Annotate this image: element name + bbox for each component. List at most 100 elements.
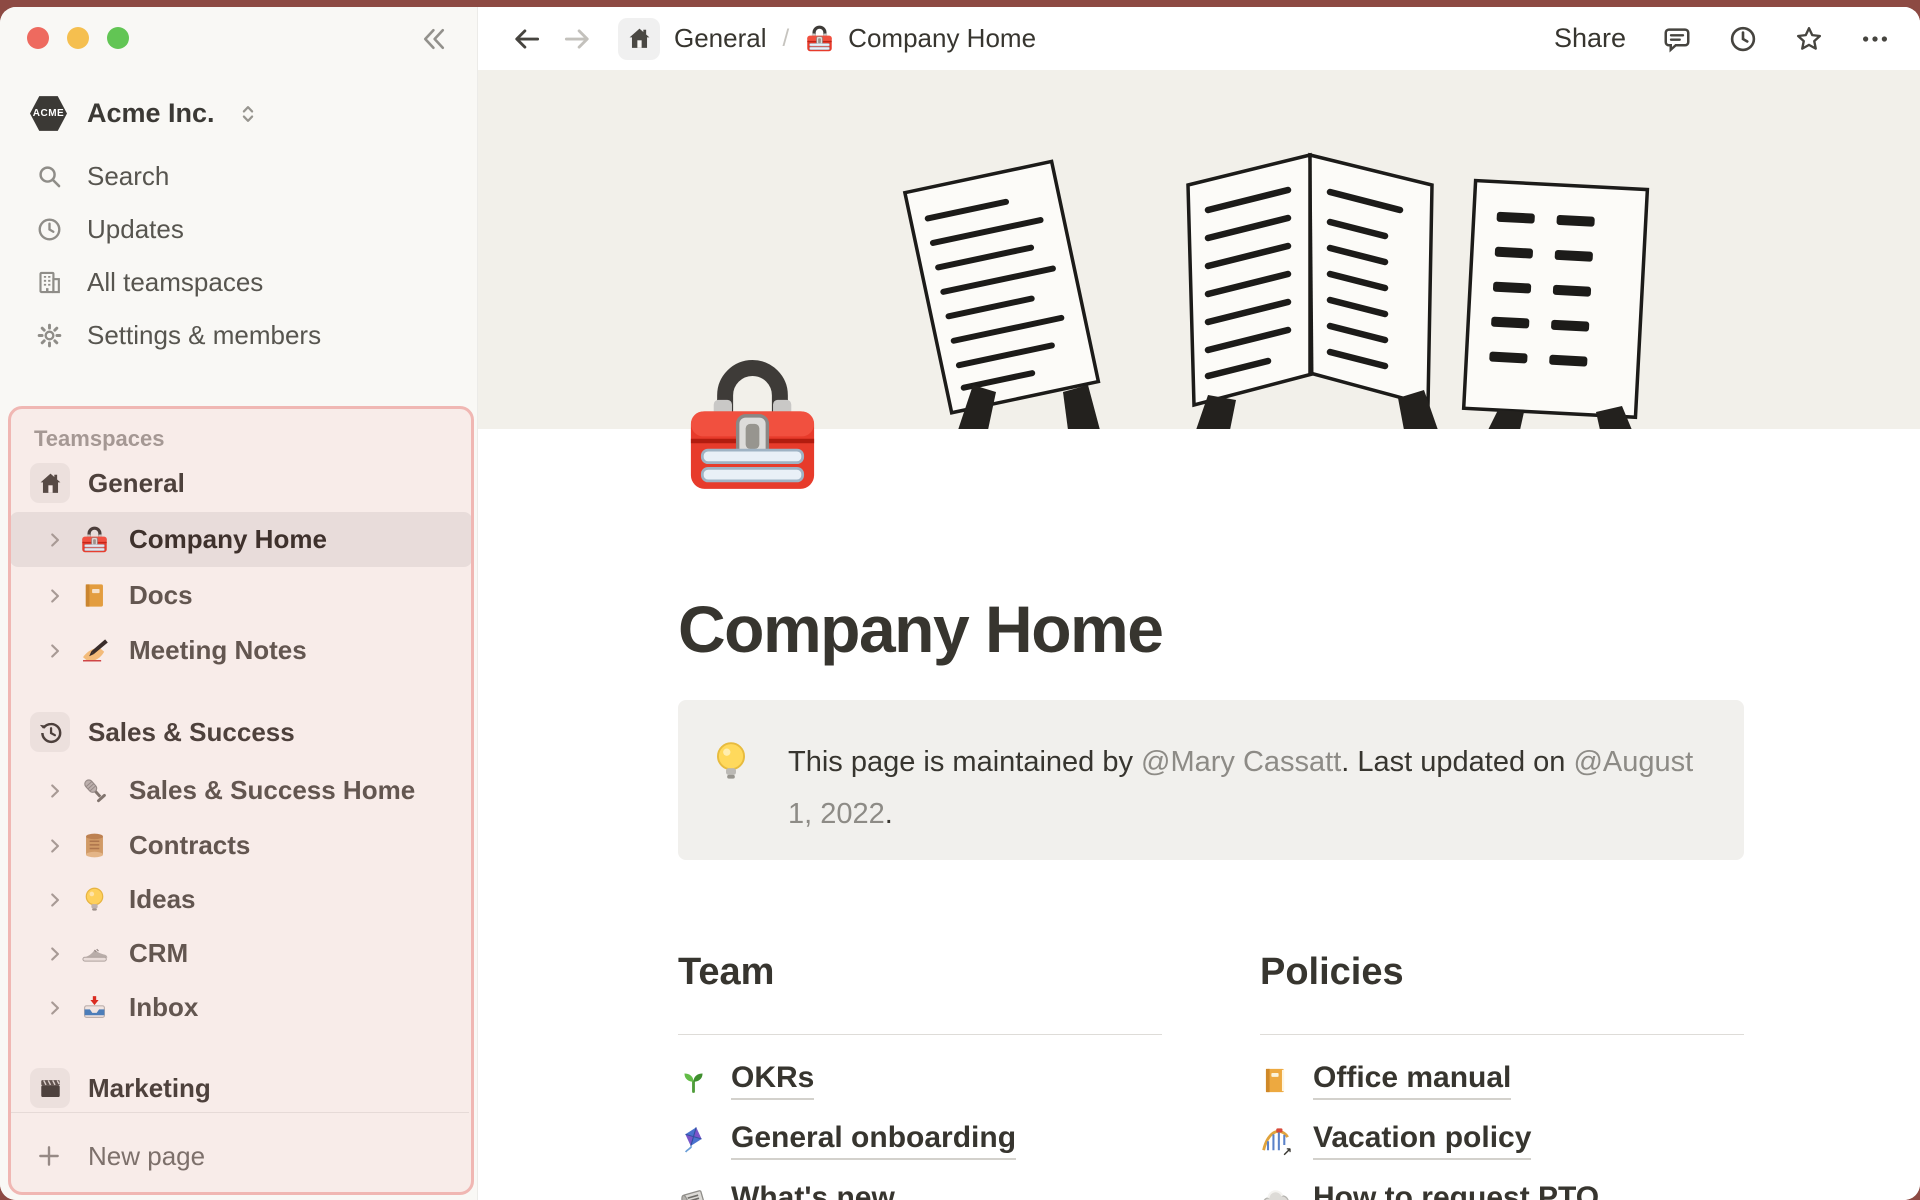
gear-icon (36, 322, 63, 349)
sidebar-page-crm[interactable]: CRM (10, 926, 472, 981)
chevron-right-icon[interactable] (44, 889, 66, 911)
sidebar-page-ideas[interactable]: Ideas (10, 872, 472, 927)
column-heading[interactable]: Policies (1260, 951, 1404, 993)
divider (678, 1034, 1162, 1035)
comment-icon[interactable] (1662, 24, 1692, 54)
chevron-right-icon[interactable] (44, 997, 66, 1019)
star-favorite-icon[interactable] (1794, 24, 1824, 54)
chevron-right-icon[interactable] (44, 585, 66, 607)
lightbulb-icon (80, 885, 109, 914)
search-icon (36, 163, 63, 190)
more-options-icon[interactable] (1860, 24, 1890, 54)
sidebar-collapse-icon[interactable] (419, 24, 449, 54)
chevron-updown-icon (237, 103, 259, 125)
page-title[interactable]: Company Home (678, 592, 1164, 666)
kite-icon (678, 1125, 709, 1156)
sidebar-item-label: Settings & members (87, 320, 322, 350)
page-label: Docs (129, 580, 193, 610)
page-cover-image[interactable] (478, 70, 1920, 429)
page-link-label: General onboarding (731, 1121, 1017, 1160)
callout-plain-text: . (884, 798, 893, 830)
page-icon-toolbox[interactable] (676, 352, 829, 498)
lightbulb-icon (708, 738, 754, 784)
page-label: Sales & Success Home (129, 775, 416, 805)
sidebar-page-meeting-notes[interactable]: Meeting Notes (10, 623, 472, 678)
minimize-window-button[interactable] (67, 27, 89, 49)
sidebar-teamspace-marketing[interactable]: Marketing (30, 1068, 211, 1108)
sidebar-item-settings[interactable]: Settings & members (0, 309, 477, 362)
page-link-general-onboarding[interactable]: General onboarding (678, 1110, 1162, 1170)
zoom-window-button[interactable] (107, 27, 129, 49)
sidebar-page-sales-home[interactable]: Sales & Success Home (10, 763, 472, 818)
scroll-icon (80, 831, 109, 860)
forward-arrow-icon[interactable] (562, 24, 592, 54)
house-icon (30, 463, 70, 503)
sidebar-item-updates[interactable]: Updates (0, 203, 477, 256)
sneaker-icon (80, 939, 109, 968)
sidebar-page-inbox[interactable]: Inbox (10, 980, 472, 1035)
content-columns: Team OKRs General onboarding What's new (678, 948, 1744, 1200)
back-arrow-icon[interactable] (512, 24, 542, 54)
history-clock-icon[interactable] (1728, 24, 1758, 54)
plus-icon (36, 1143, 62, 1169)
page-link-okrs[interactable]: OKRs (678, 1050, 1162, 1110)
sidebar-nav: Search Updates All teamspaces Settings &… (0, 150, 477, 362)
page-label: Inbox (129, 992, 199, 1022)
sidebar-item-label: All teamspaces (87, 267, 264, 297)
building-icon (36, 269, 63, 296)
page-link-vacation-policy[interactable]: ↗ Vacation policy (1260, 1110, 1744, 1170)
chevron-right-icon[interactable] (44, 529, 66, 551)
sidebar-item-label: Updates (87, 214, 184, 244)
breadcrumb-separator: / (782, 24, 790, 52)
chevron-right-icon[interactable] (44, 640, 66, 662)
ledger-book-icon (80, 581, 109, 610)
page-link-whats-new[interactable]: What's new (678, 1170, 1162, 1200)
page-link-label: What's new (731, 1181, 895, 1200)
breadcrumb-company-home[interactable]: Company Home (848, 23, 1037, 53)
date-mention[interactable]: @August 1, 2022 (788, 746, 1694, 830)
newspaper-icon (678, 1185, 709, 1200)
workspace-switcher[interactable]: ACME Acme Inc. (30, 95, 259, 132)
toolbox-icon (80, 525, 109, 554)
sidebar-page-docs[interactable]: Docs (10, 568, 472, 623)
sidebar: ACME Acme Inc. Search Updates All teamsp… (0, 7, 478, 1200)
page-label: Meeting Notes (129, 635, 307, 665)
chevron-right-icon[interactable] (44, 943, 66, 965)
chevron-right-icon[interactable] (44, 835, 66, 857)
divider (1260, 1034, 1744, 1035)
sidebar-teamspace-sales[interactable]: Sales & Success (30, 712, 295, 752)
alias-arrow-icon: ↗ (1280, 1144, 1294, 1159)
sidebar-teamspace-general[interactable]: General (30, 463, 185, 503)
teamspace-name: General (88, 467, 185, 498)
person-mention[interactable]: @Mary Cassatt (1141, 746, 1342, 778)
clapper-board-icon (30, 1068, 70, 1108)
callout-block[interactable]: This page is maintained by @Mary Cassatt… (678, 700, 1744, 860)
breadcrumb-home-chip[interactable] (618, 17, 660, 60)
clock-icon (36, 216, 63, 243)
chevron-right-icon[interactable] (44, 780, 66, 802)
sidebar-page-company-home[interactable]: Company Home (10, 512, 472, 567)
app-window: ACME Acme Inc. Search Updates All teamsp… (0, 7, 1920, 1200)
share-button[interactable]: Share (1553, 23, 1626, 53)
sidebar-item-search[interactable]: Search (0, 150, 477, 203)
column-heading[interactable]: Team (678, 951, 775, 993)
orange-book-icon (1260, 1065, 1291, 1096)
page-link-request-pto[interactable]: How to request PTO (1260, 1170, 1744, 1200)
teamspaces-section-label: Teamspaces (34, 426, 165, 451)
new-page-button[interactable]: New page (0, 1128, 477, 1184)
team-column: Team OKRs General onboarding What's new (678, 948, 1162, 1200)
writing-hand-icon (80, 636, 109, 665)
sidebar-item-all-teamspaces[interactable]: All teamspaces (0, 256, 477, 309)
callout-plain-text: This page is maintained by (788, 746, 1142, 778)
breadcrumb-general[interactable]: General (674, 23, 767, 53)
topbar: General / Company Home Share (478, 7, 1920, 70)
page-label: Contracts (129, 830, 251, 860)
page-link-office-manual[interactable]: Office manual (1260, 1050, 1744, 1110)
callout-plain-text: . Last updated on (1341, 746, 1574, 778)
roller-coaster-icon: ↗ (1260, 1125, 1294, 1159)
page-label: Company Home (129, 524, 327, 554)
cloud-icon (1260, 1185, 1291, 1200)
seedling-icon (678, 1065, 709, 1096)
close-window-button[interactable] (27, 27, 49, 49)
sidebar-page-contracts[interactable]: Contracts (10, 818, 472, 873)
